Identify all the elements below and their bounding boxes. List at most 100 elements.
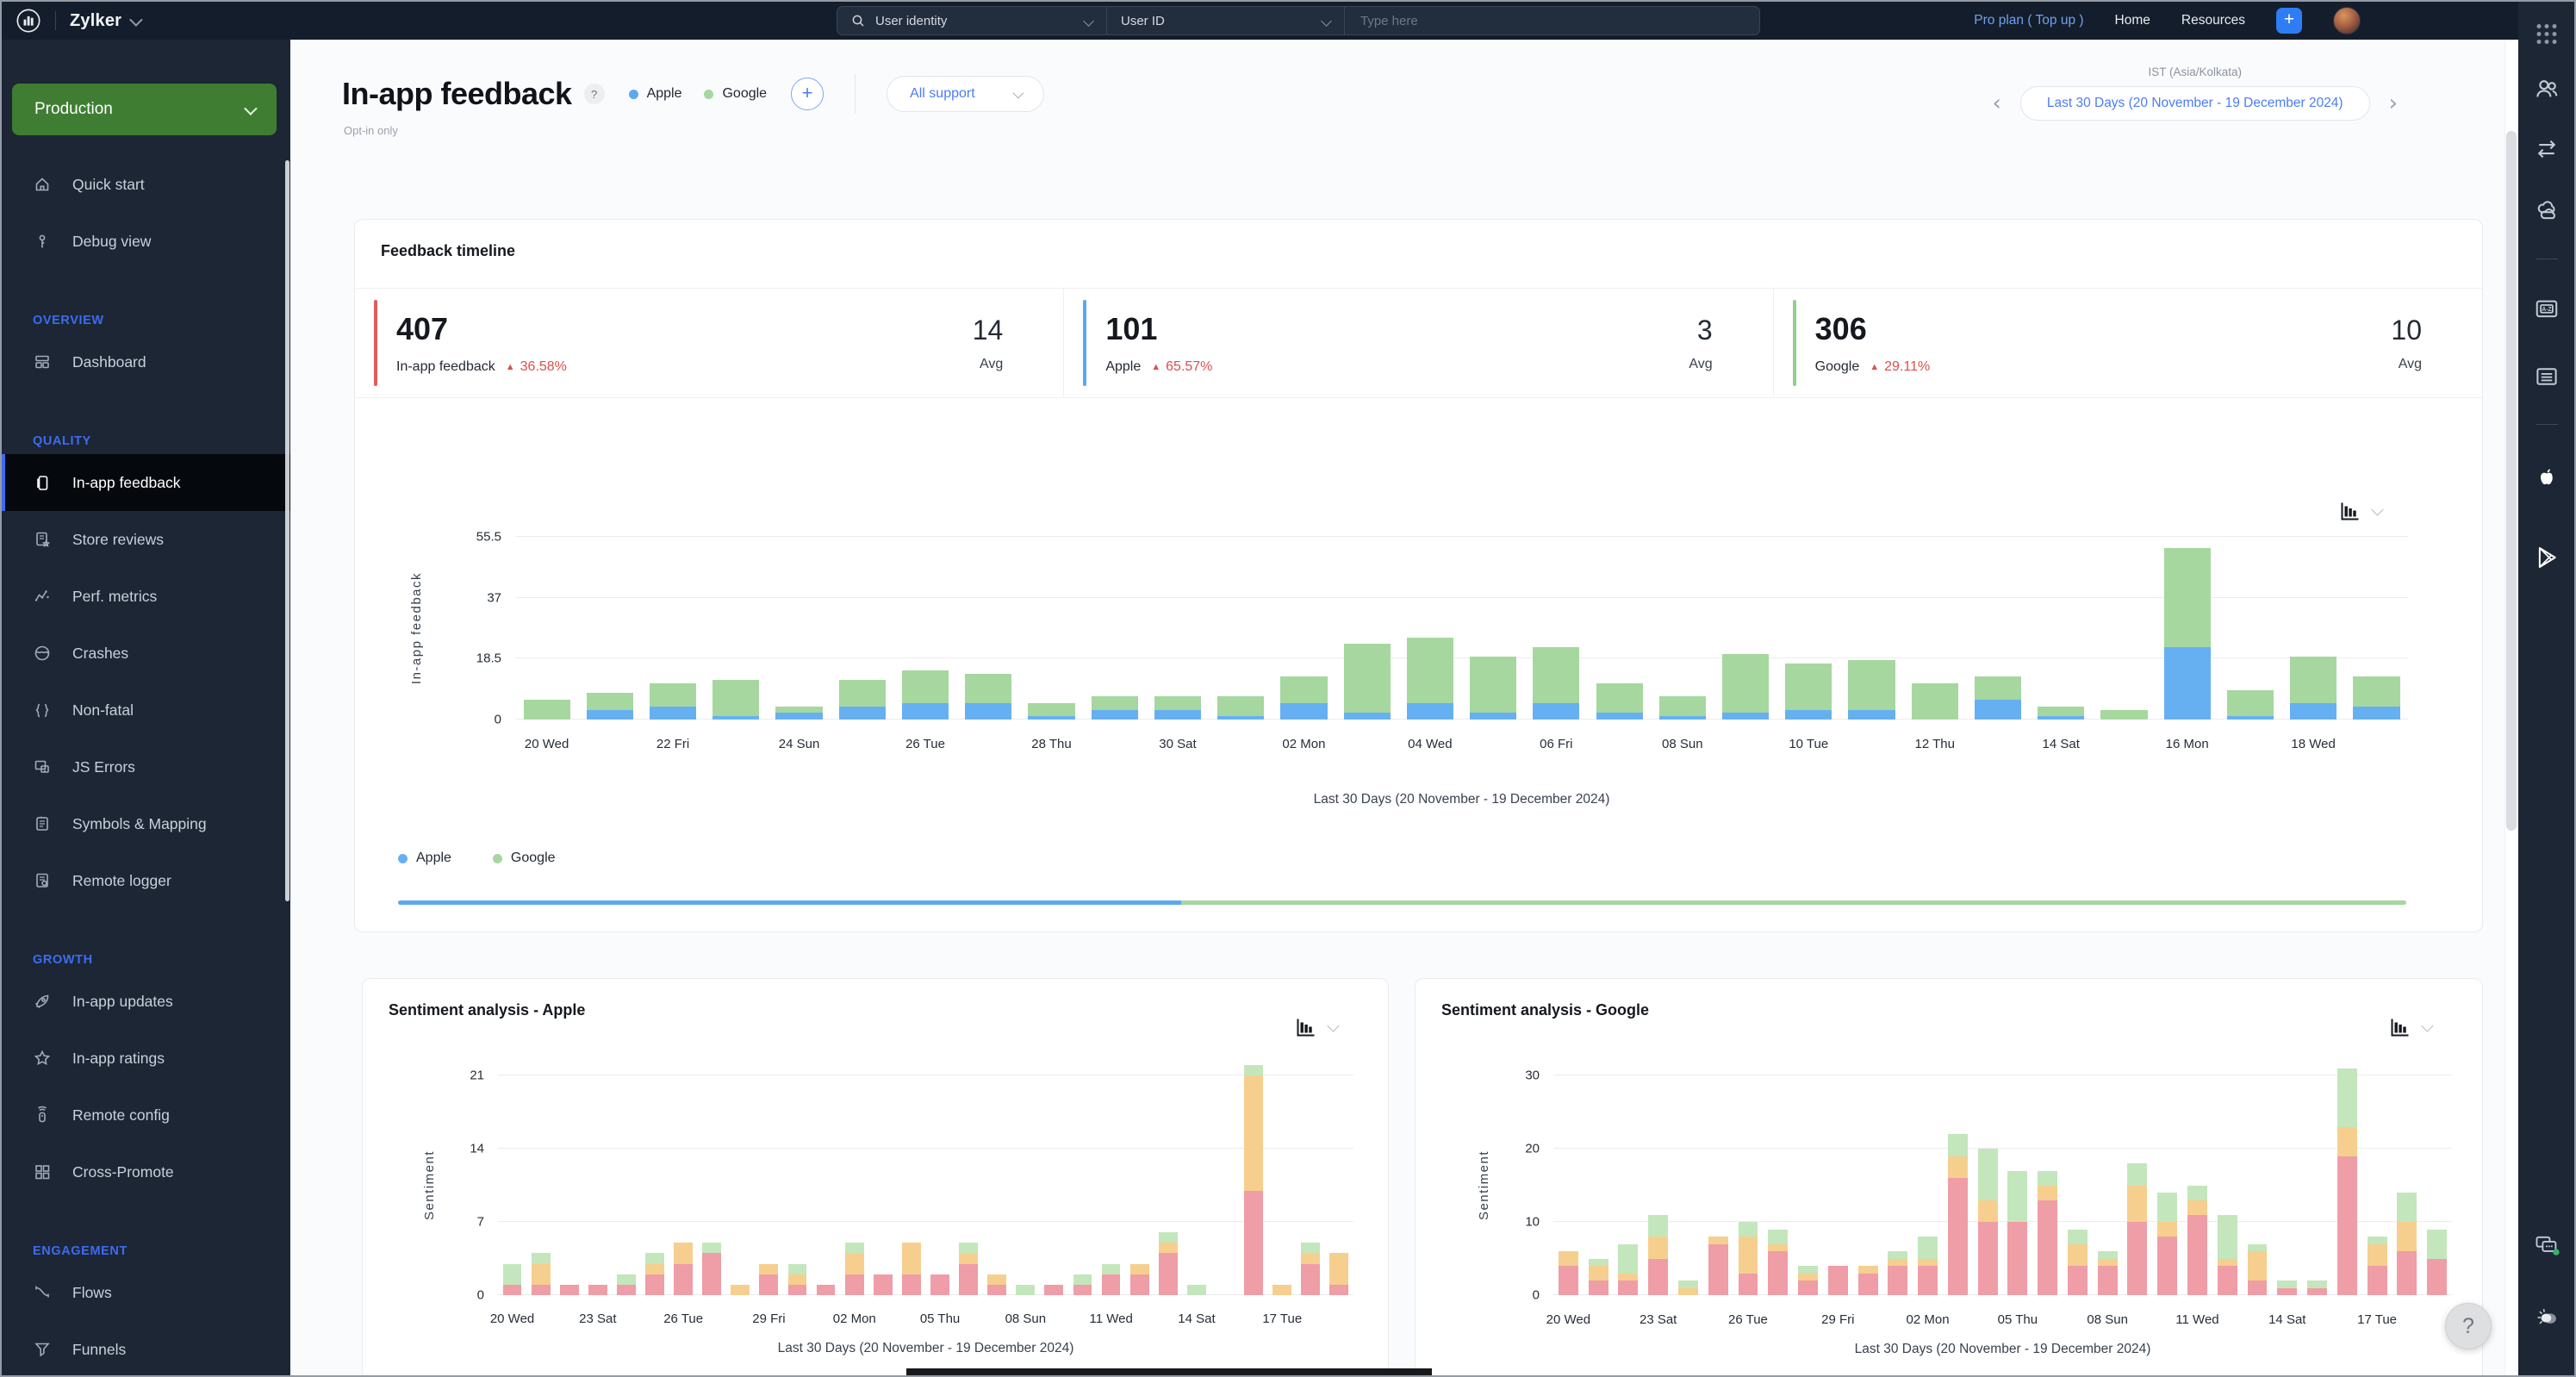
bar-group-12-Thu[interactable] xyxy=(1125,1060,1154,1295)
bar-group-17-Tue[interactable] xyxy=(2362,1061,2392,1295)
platform-toggle-google[interactable]: Google xyxy=(704,86,767,102)
bar-group-03-Tue[interactable] xyxy=(868,1060,897,1295)
bar-group-17-Tue[interactable] xyxy=(1268,1060,1297,1295)
bar-group-06-Fri[interactable] xyxy=(1525,537,1588,720)
bar-group-20-Wed[interactable] xyxy=(498,1060,526,1295)
bar-group-22-Fri[interactable] xyxy=(1614,1061,1644,1295)
sidebar-item-flows[interactable]: Flows xyxy=(2,1264,290,1321)
project-switcher[interactable]: Zylker xyxy=(70,11,140,31)
release-notes-icon[interactable] xyxy=(2534,364,2560,389)
bar-group-13-Fri[interactable] xyxy=(2243,1061,2273,1295)
main-scrollbar-thumb[interactable] xyxy=(2506,131,2517,831)
search-input[interactable]: Type here xyxy=(1345,14,1418,28)
bar-group-25-Mon[interactable] xyxy=(831,537,893,720)
apple-icon[interactable] xyxy=(2534,465,2560,491)
bar-group-11-Wed[interactable] xyxy=(1840,537,1903,720)
theme-toggle-icon[interactable] xyxy=(2534,1305,2560,1330)
bar-group-01-Sun[interactable] xyxy=(812,1060,840,1295)
bar-group-05-Thu[interactable] xyxy=(2002,1061,2032,1295)
bar-group-18-Wed[interactable] xyxy=(2392,1061,2422,1295)
bar-group-29-Fri[interactable] xyxy=(755,1060,783,1295)
glossary-icon[interactable]: A-Z xyxy=(2534,296,2560,322)
bar-group-02-Mon[interactable] xyxy=(1272,537,1335,720)
bar-group-03-Tue[interactable] xyxy=(1943,1061,1973,1295)
bar-group-28-Thu[interactable] xyxy=(1793,1061,1823,1295)
bar-group-12-Thu[interactable] xyxy=(2212,1061,2243,1295)
bar-group-24-Sun[interactable] xyxy=(768,537,831,720)
bar-group-23-Sat[interactable] xyxy=(583,1060,612,1295)
bar-group-22-Fri[interactable] xyxy=(555,1060,583,1295)
sidebar-item-funnels[interactable]: Funnels xyxy=(2,1321,290,1375)
bar-group-01-Sun[interactable] xyxy=(1210,537,1272,720)
sidebar-item-remote-logger[interactable]: Remote logger xyxy=(2,852,290,909)
bar-group-19-Thu[interactable] xyxy=(2422,1061,2452,1295)
users-icon[interactable] xyxy=(2534,76,2560,102)
bar-group-24-Sun[interactable] xyxy=(612,1060,640,1295)
resources-link[interactable]: Resources xyxy=(2181,13,2245,28)
bar-group-10-Tue[interactable] xyxy=(1777,537,1840,720)
bar-group-26-Tue[interactable] xyxy=(1733,1061,1764,1295)
support-filter-select[interactable]: All support xyxy=(887,76,1044,112)
sidebar-item-in-app-feedback[interactable]: In-app feedback xyxy=(2,454,290,511)
sidebar-item-in-app-updates[interactable]: In-app updates xyxy=(2,973,290,1030)
bar-group-15-Sun[interactable] xyxy=(2302,1061,2332,1295)
bar-group-29-Fri[interactable] xyxy=(1823,1061,1853,1295)
main-scrollbar-track[interactable] xyxy=(2504,40,2518,1375)
bar-group-22-Fri[interactable] xyxy=(641,537,704,720)
bar-group-09-Mon[interactable] xyxy=(2123,1061,2153,1295)
apps-grid-icon[interactable] xyxy=(2536,24,2556,44)
bar-group-14-Sat[interactable] xyxy=(2030,537,2093,720)
chart-range-scrollbar[interactable] xyxy=(398,900,2406,905)
environment-selector[interactable]: Production xyxy=(12,84,277,135)
home-link[interactable]: Home xyxy=(2115,13,2150,28)
bar-group-18-Wed[interactable] xyxy=(1297,1060,1325,1295)
sidebar-item-non-fatal[interactable]: Non-fatal xyxy=(2,682,290,738)
bar-group-14-Sat[interactable] xyxy=(1182,1060,1210,1295)
sidebar-item-cross-promote[interactable]: Cross-Promote xyxy=(2,1143,290,1200)
bar-group-06-Fri[interactable] xyxy=(955,1060,983,1295)
chart-type-selector[interactable] xyxy=(2389,1017,2430,1037)
bar-group-17-Tue[interactable] xyxy=(2218,537,2281,720)
bar-group-27-Wed[interactable] xyxy=(1763,1061,1793,1295)
google-play-icon[interactable] xyxy=(2534,545,2560,570)
date-range-selector[interactable]: Last 30 Days (20 November - 19 December … xyxy=(2020,86,2370,121)
bar-group-11-Wed[interactable] xyxy=(2182,1061,2212,1295)
bar-group-24-Sun[interactable] xyxy=(1673,1061,1703,1295)
page-help-icon[interactable]: ? xyxy=(584,84,605,104)
sidebar-item-debug-view[interactable]: Debug view xyxy=(2,213,290,270)
bar-group-16-Mon[interactable] xyxy=(2156,537,2218,720)
add-platform-button[interactable]: + xyxy=(791,78,824,110)
sidebar-item-perf-metrics[interactable]: Perf. metrics xyxy=(2,568,290,625)
bar-group-30-Sat[interactable] xyxy=(783,1060,812,1295)
bar-group-04-Wed[interactable] xyxy=(1973,1061,2003,1295)
bar-group-05-Thu[interactable] xyxy=(1462,537,1525,720)
bar-group-29-Fri[interactable] xyxy=(1083,537,1146,720)
bar-group-20-Wed[interactable] xyxy=(515,537,578,720)
sidebar-scrollbar[interactable] xyxy=(285,160,289,901)
sidebar-item-js-errors[interactable]: JS Errors xyxy=(2,738,290,795)
bar-group-23-Sat[interactable] xyxy=(705,537,768,720)
bar-group-02-Mon[interactable] xyxy=(840,1060,868,1295)
bar-group-23-Sat[interactable] xyxy=(1643,1061,1673,1295)
bar-group-06-Fri[interactable] xyxy=(2032,1061,2063,1295)
bar-group-26-Tue[interactable] xyxy=(893,537,956,720)
sidebar-item-quick-start[interactable]: Quick start xyxy=(2,156,290,213)
bar-group-09-Mon[interactable] xyxy=(1714,537,1776,720)
bar-group-07-Sat[interactable] xyxy=(983,1060,1011,1295)
bar-group-21-Thu[interactable] xyxy=(526,1060,555,1295)
bar-group-11-Wed[interactable] xyxy=(1097,1060,1125,1295)
bar-group-27-Wed[interactable] xyxy=(957,537,1020,720)
bar-group-05-Thu[interactable] xyxy=(925,1060,954,1295)
legend-item-apple[interactable]: Apple xyxy=(398,850,451,866)
sidebar-item-store-reviews[interactable]: Store reviews xyxy=(2,511,290,568)
bar-group-09-Mon[interactable] xyxy=(1040,1060,1068,1295)
bar-group-28-Thu[interactable] xyxy=(1020,537,1083,720)
sidebar-item-remote-config[interactable]: Remote config xyxy=(2,1087,290,1143)
help-button[interactable]: ? xyxy=(2445,1303,2492,1349)
next-range-button[interactable]: › xyxy=(2389,92,2398,115)
bar-group-10-Tue[interactable] xyxy=(1068,1060,1097,1295)
bar-group-26-Tue[interactable] xyxy=(669,1060,698,1295)
bar-group-10-Tue[interactable] xyxy=(2152,1061,2182,1295)
bar-group-15-Sun[interactable] xyxy=(2093,537,2156,720)
data-transfer-icon[interactable] xyxy=(2534,136,2560,162)
